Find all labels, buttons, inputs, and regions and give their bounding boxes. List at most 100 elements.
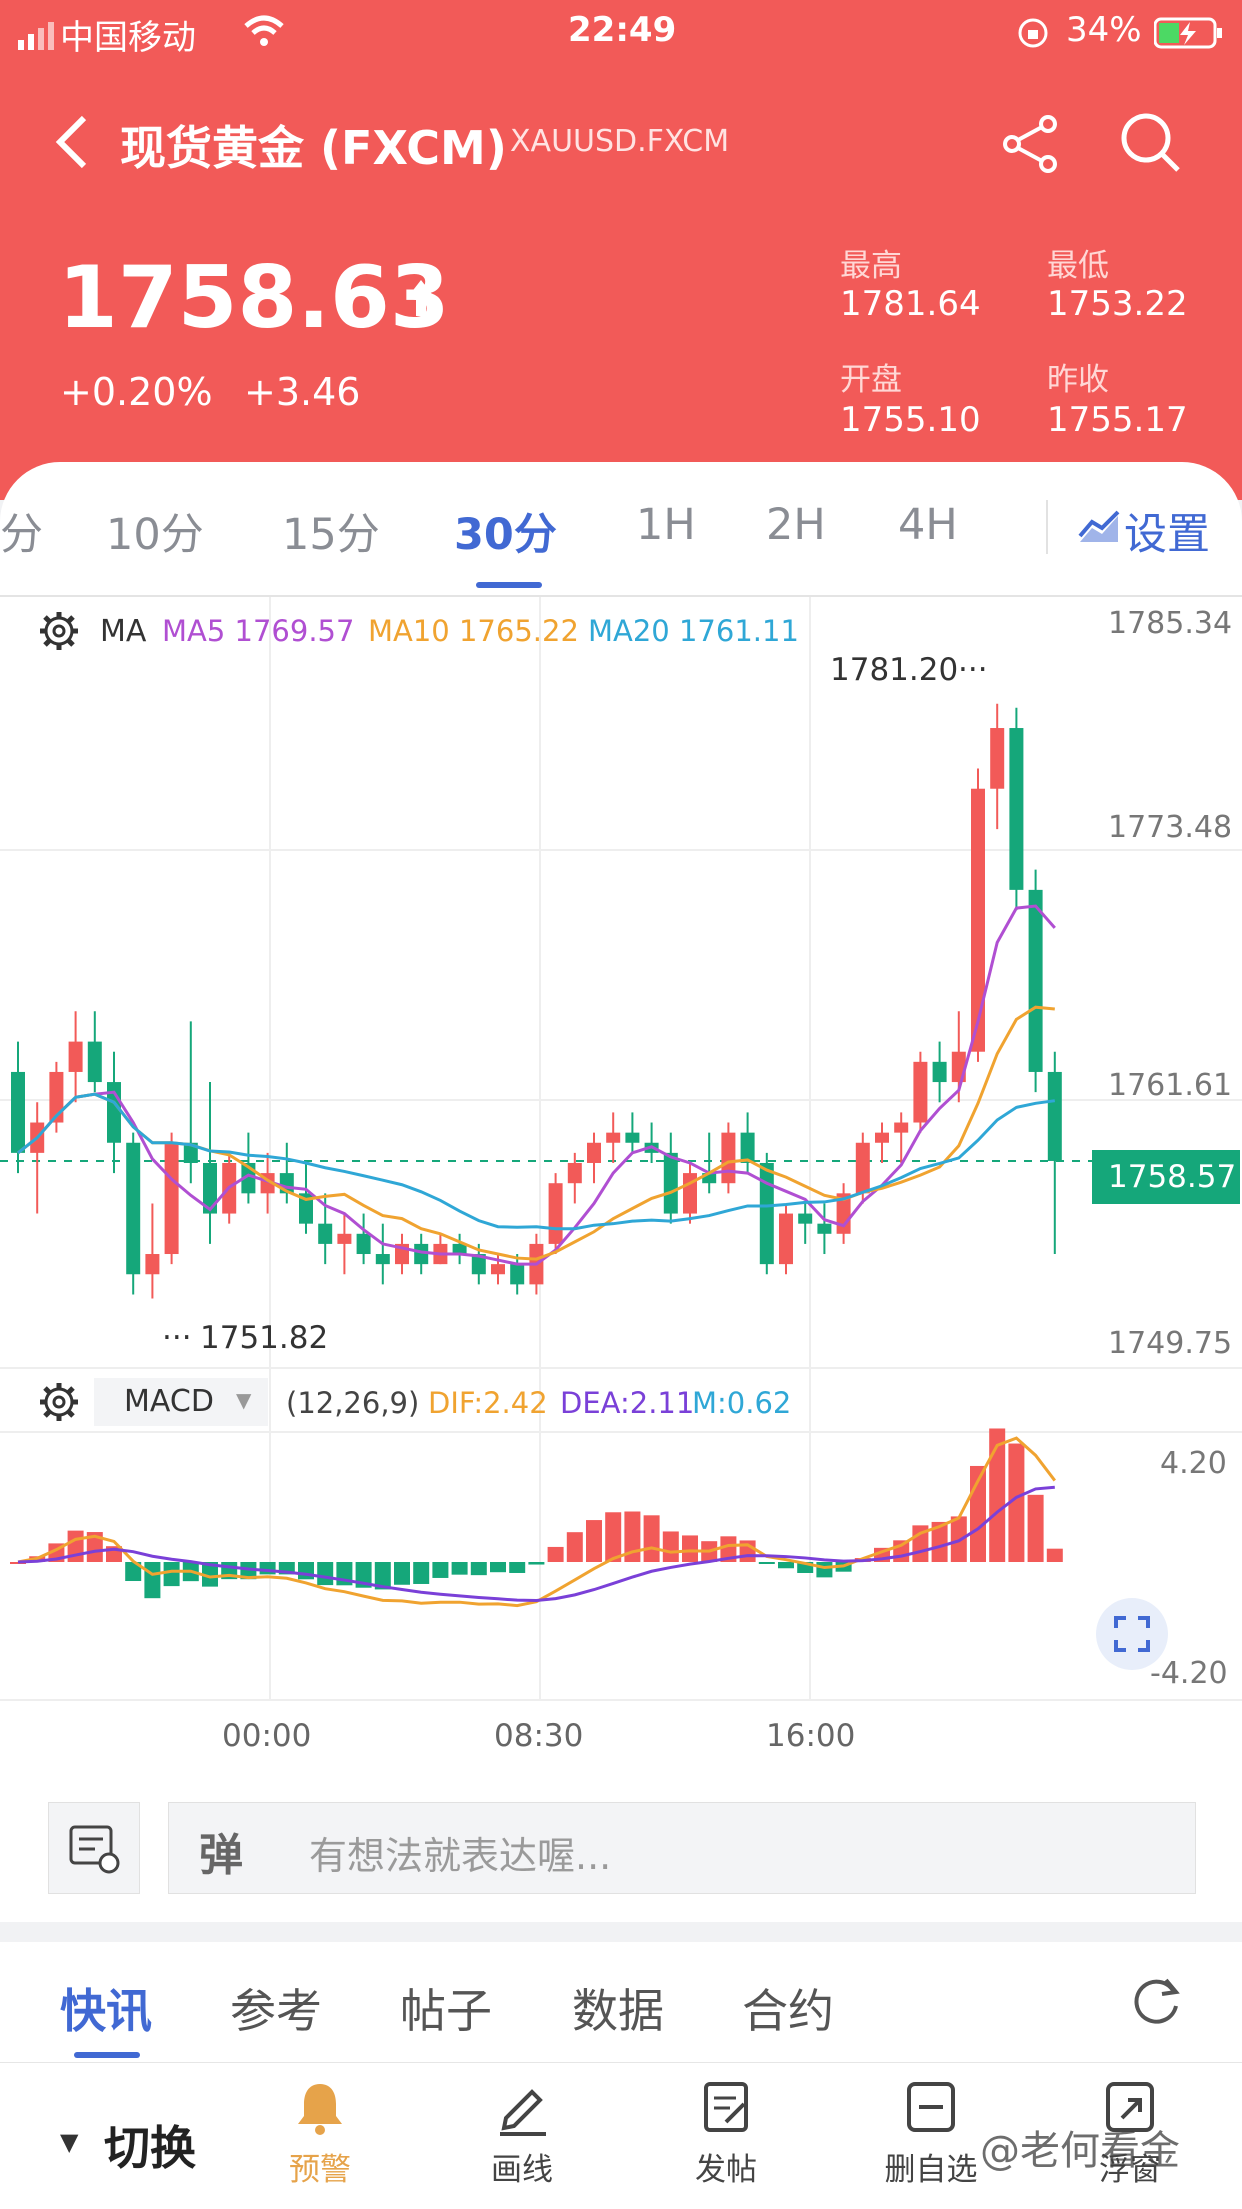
minus-box-icon: [907, 2082, 955, 2132]
change-amount: +3.46: [244, 370, 361, 414]
clock-text: 22:49: [568, 10, 677, 50]
macd-bar: [394, 1562, 410, 1585]
tab-data[interactable]: 数据: [572, 1984, 664, 2038]
tab-15min[interactable]: 15分: [282, 510, 380, 560]
macd-bar: [202, 1562, 218, 1587]
candle-body: [126, 1142, 141, 1275]
macd-bar: [662, 1531, 679, 1562]
macd-bar: [470, 1562, 487, 1576]
candle-body: [971, 788, 985, 1052]
dea-line: [17, 1485, 1055, 1602]
signal-icon: [18, 22, 58, 54]
candle-body: [855, 1142, 870, 1194]
draw-line-button[interactable]: 画线: [472, 2078, 572, 2189]
candle-body: [491, 1264, 505, 1275]
macd-bar: [413, 1562, 430, 1584]
high-annotation: 1781.20: [830, 652, 959, 688]
news-tab-bar: [0, 1942, 1242, 2062]
compose-settings-button[interactable]: [48, 1802, 140, 1894]
candle-body: [356, 1233, 371, 1255]
candle-body: [548, 1183, 563, 1244]
ma-settings-gear-icon[interactable]: [38, 610, 80, 656]
candle-body: [145, 1254, 160, 1275]
alert-button[interactable]: 预警: [270, 2078, 370, 2189]
back-arrow-icon[interactable]: [52, 112, 92, 176]
share-icon[interactable]: [1000, 114, 1062, 178]
tab-2h[interactable]: 2H: [766, 500, 826, 550]
macd-params: (12,26,9): [286, 1386, 420, 1420]
macd-bar: [1027, 1494, 1044, 1562]
chart-settings-icon[interactable]: [1078, 510, 1120, 550]
candle-body: [183, 1142, 198, 1163]
macd-bar: [624, 1511, 641, 1562]
candle-body: [721, 1132, 736, 1184]
macd-dea: DEA:2.11: [560, 1386, 695, 1420]
macd-bar: [931, 1521, 948, 1562]
tab-posts[interactable]: 帖子: [400, 1984, 492, 2038]
battery-icon: [1153, 16, 1224, 54]
macd-bar: [605, 1512, 622, 1562]
ma5-value: MA5 1769.57: [162, 614, 355, 648]
current-price: 1758.63: [58, 248, 450, 348]
macd-bar: [758, 1562, 775, 1564]
pen-icon: [500, 2089, 546, 2136]
candle-body: [164, 1142, 179, 1255]
tab-flash[interactable]: 快讯: [60, 1984, 152, 2038]
float-window-icon: [1106, 2082, 1154, 2132]
tab-30min[interactable]: 30分: [454, 510, 557, 560]
tab-1min[interactable]: 分: [0, 510, 43, 560]
time-label-1: 08:30: [494, 1718, 584, 1754]
current-price-tag: 1758.57: [1092, 1150, 1240, 1204]
candle-body: [337, 1233, 352, 1244]
float-window-button[interactable]: 浮窗: [1080, 2078, 1180, 2189]
low-label: 最低: [1047, 248, 1109, 284]
tab-reference[interactable]: 参考: [230, 1984, 322, 2038]
candle-body: [471, 1254, 486, 1275]
macd-bar: [259, 1562, 276, 1575]
prev-close-value: 1755.17: [1047, 400, 1188, 440]
ma-label: MA: [100, 614, 147, 649]
search-icon[interactable]: [1118, 110, 1184, 180]
tab-4h[interactable]: 4H: [898, 500, 958, 550]
emoji-icon: 弹: [199, 1830, 243, 1881]
candle-body: [817, 1223, 832, 1234]
candle-body: [1028, 889, 1043, 1072]
ma10-value: MA10 1765.22: [368, 614, 579, 648]
time-label-2: 16:00: [766, 1718, 856, 1754]
candle-body: [1047, 1071, 1062, 1161]
macd-bar: [566, 1532, 583, 1562]
post-button[interactable]: 发帖: [676, 2078, 776, 2189]
macd-bar: [816, 1562, 833, 1578]
candle-body: [68, 1041, 83, 1072]
comment-input[interactable]: 弹 有想法就表达喔...: [168, 1802, 1196, 1894]
macd-bar: [1046, 1548, 1063, 1562]
refresh-icon[interactable]: [1128, 1972, 1184, 2032]
up-arrow-icon: [404, 278, 438, 322]
switch-button[interactable]: 切换: [104, 2121, 196, 2175]
candle-body: [299, 1193, 313, 1224]
switch-caret-icon: ▼: [60, 2128, 79, 2156]
macd-bar: [720, 1536, 737, 1562]
macd-bar: [643, 1515, 660, 1562]
macd-bar: [374, 1562, 391, 1590]
macd-bar: [86, 1532, 103, 1562]
candle-body: [759, 1162, 774, 1265]
macd-selector[interactable]: MACD ▼: [94, 1378, 268, 1426]
macd-dif: DIF:2.42: [428, 1386, 548, 1420]
candle-body: [414, 1243, 429, 1265]
time-label-0: 00:00: [222, 1718, 312, 1754]
macd-bar: [240, 1562, 257, 1580]
macd-settings-gear-icon[interactable]: [38, 1381, 80, 1427]
fullscreen-button[interactable]: [1096, 1598, 1168, 1670]
news-tab-indicator: [74, 2052, 140, 2058]
tab-contract[interactable]: 合约: [742, 1984, 834, 2038]
kline-chart[interactable]: [0, 0, 1242, 1780]
candle-body: [567, 1162, 582, 1184]
settings-button[interactable]: 设置: [1124, 510, 1210, 560]
remove-watchlist-button[interactable]: 删自选: [876, 2078, 986, 2189]
macd-bar: [509, 1562, 526, 1573]
candle-body: [318, 1223, 333, 1244]
tab-10min[interactable]: 10分: [106, 510, 204, 560]
tab-1h[interactable]: 1H: [636, 500, 696, 550]
candle-body: [49, 1071, 64, 1123]
